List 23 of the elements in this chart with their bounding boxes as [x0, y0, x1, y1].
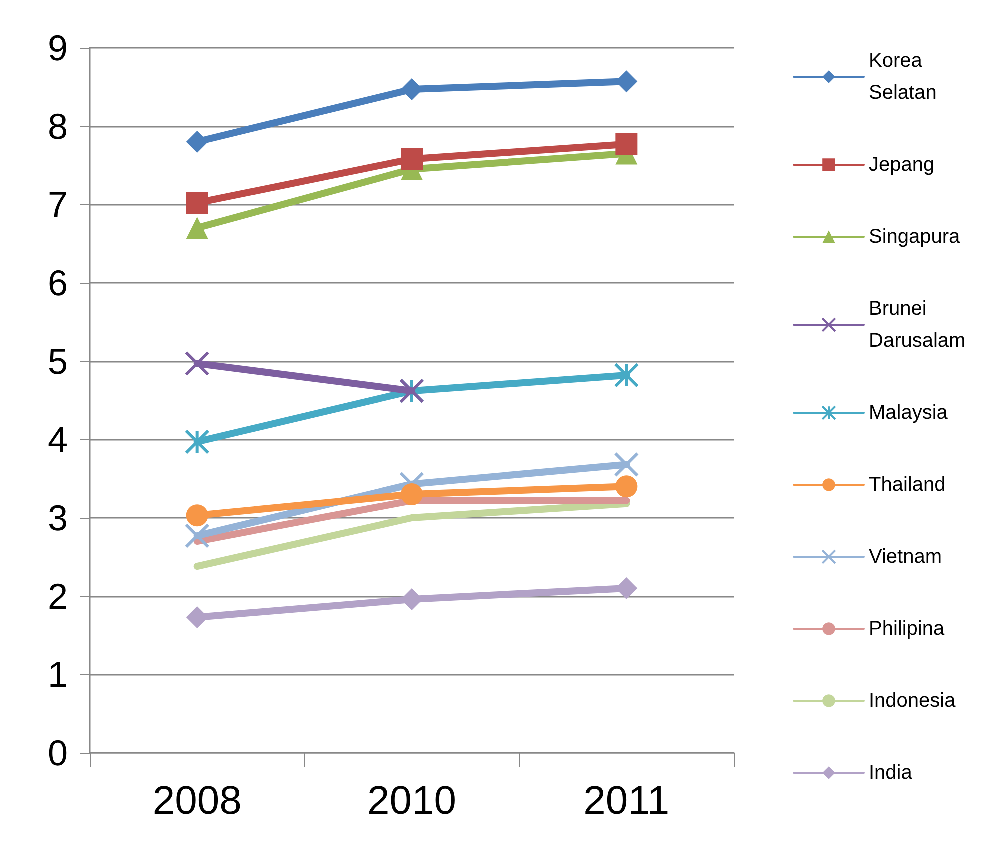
legend-label: Singapura — [869, 226, 962, 248]
legend-label: Vietnam — [869, 546, 942, 568]
y-tick-label: 5 — [48, 340, 68, 382]
y-tick-label: 3 — [48, 498, 68, 538]
y-tick-label: 2 — [48, 576, 68, 617]
legend-label: Indonesia — [869, 690, 957, 712]
legend-label: Philipina — [869, 618, 946, 640]
y-tick-label: 0 — [48, 732, 68, 774]
y-tick-label: 1 — [48, 654, 68, 696]
legend-label: India — [869, 762, 914, 784]
y-tick-label: 9 — [48, 28, 68, 68]
y-tick-label: 7 — [48, 184, 68, 226]
legend-label: Malaysia — [869, 402, 949, 424]
legend-label: Jepang — [869, 154, 935, 176]
y-tick-label: 8 — [48, 106, 68, 147]
legend-label: Brunei Darusalam — [869, 298, 966, 352]
x-tick-label: 2010 — [368, 779, 456, 823]
legend-label: Thailand — [869, 474, 946, 496]
x-tick-label: 2011 — [584, 779, 670, 823]
legend-label: Korea Selatan — [869, 50, 937, 104]
x-tick-label: 2008 — [152, 779, 242, 823]
y-tick-label: 6 — [48, 262, 68, 304]
y-tick-label: 4 — [48, 419, 68, 460]
